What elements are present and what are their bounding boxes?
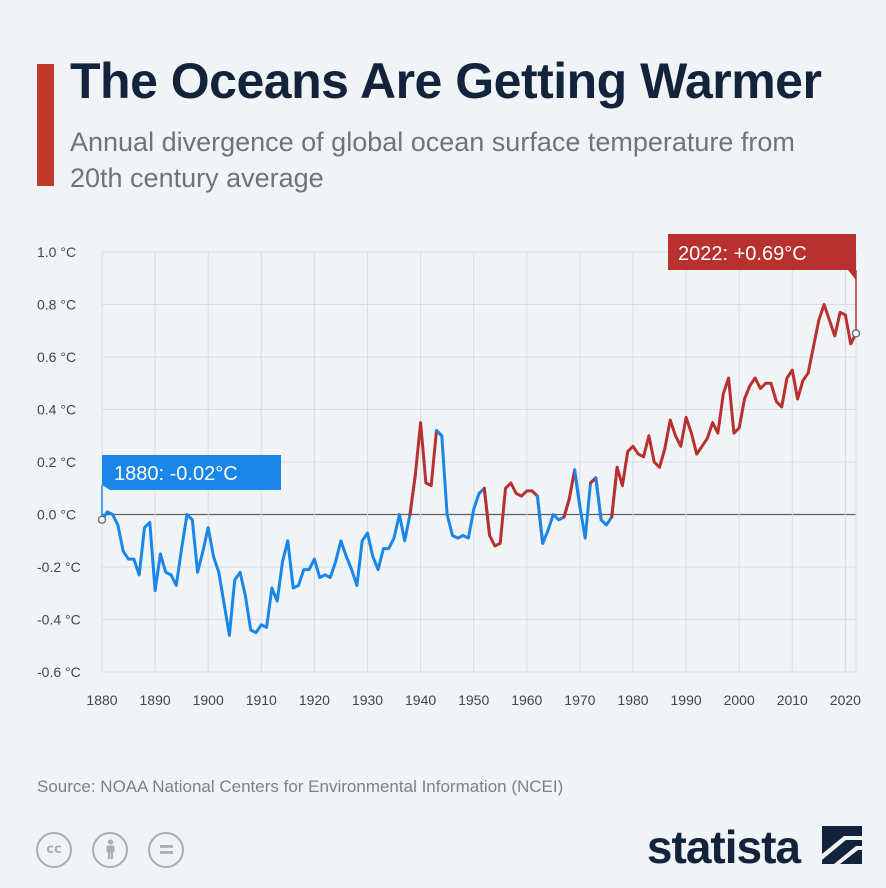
callout-marker-1880 (97, 515, 107, 524)
x-tick-label: 1910 (246, 692, 277, 708)
chart-grid (101, 251, 857, 673)
x-tick-label: 1920 (299, 692, 330, 708)
x-tick-label: 1880 (86, 692, 117, 708)
x-tick-label: 1900 (193, 692, 224, 708)
y-tick-label: -0.2 °C (37, 559, 81, 575)
temperature-series (100, 303, 858, 637)
x-tick-label: 2010 (777, 692, 808, 708)
y-tick-label: 1.0 °C (37, 244, 76, 260)
series-line-segment (482, 481, 545, 548)
creative-commons-icon[interactable]: cc (36, 832, 72, 868)
callout-box-1880 (102, 455, 281, 490)
title-accent-bar (37, 64, 54, 186)
callout-marker-2022 (851, 329, 861, 338)
no-derivatives-icon[interactable] (148, 832, 184, 868)
attribution-icon[interactable] (92, 832, 128, 868)
callout-label-1880: 1880: -0.02°C (114, 463, 238, 485)
x-tick-label: 1950 (458, 692, 489, 708)
x-tick-label: 1930 (352, 692, 383, 708)
chart-title: The Oceans Are Getting Warmer (70, 53, 822, 109)
x-tick-label: 1960 (511, 692, 542, 708)
y-axis: 1.0 °C 0.8 °C 0.6 °C 0.4 °C 0.2 °C 0.0 °C -0.2… (37, 244, 81, 680)
y-tick-label: 0.6 °C (37, 349, 76, 365)
series-line-segment (535, 494, 571, 545)
series-line-segment (408, 421, 444, 516)
x-tick-label: 1970 (564, 692, 595, 708)
x-tick-label: 2020 (830, 692, 861, 708)
x-tick-label: 2000 (724, 692, 755, 708)
y-tick-label: -0.6 °C (37, 664, 81, 680)
y-tick-label: 0.8 °C (37, 297, 76, 313)
y-tick-label: 0.0 °C (37, 507, 76, 523)
series-line-segment (435, 429, 492, 540)
x-tick-label: 1980 (617, 692, 648, 708)
series-line-segment (610, 303, 858, 519)
callout-box-2022 (668, 234, 856, 280)
x-tick-label: 1890 (140, 692, 171, 708)
y-tick-label: 0.4 °C (37, 402, 76, 418)
x-tick-label: 1940 (405, 692, 436, 708)
x-axis: 1880 1890 1900 1910 1920 1930 1940 1950 1960 1970… (86, 692, 861, 708)
chart-annotations: 1880: -0.02°C 2022: +0.69°C (97, 234, 861, 524)
statista-logo-icon[interactable] (822, 826, 862, 864)
callout-label-2022: 2022: +0.69°C (678, 243, 807, 265)
source-note: Source: NOAA National Centers for Enviro… (37, 777, 564, 796)
y-tick-label: 0.2 °C (37, 454, 76, 470)
x-tick-label: 1990 (671, 692, 702, 708)
y-tick-label: -0.4 °C (37, 612, 81, 628)
series-line-segment (100, 473, 417, 637)
chart-subtitle: Annual divergence of global ocean surfac… (70, 127, 795, 193)
statista-wordmark[interactable]: statista (646, 821, 801, 873)
